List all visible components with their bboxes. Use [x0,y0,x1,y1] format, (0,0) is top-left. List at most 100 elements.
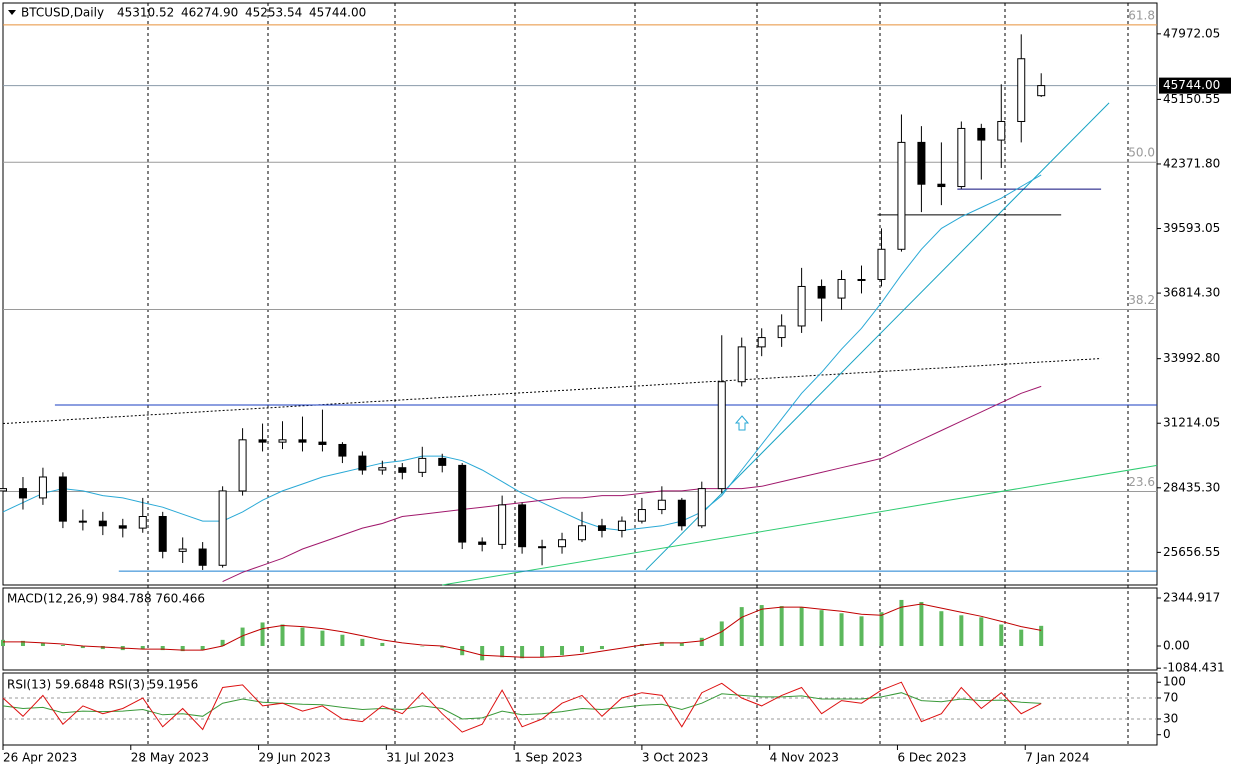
candle-body [38,476,47,499]
candle-body [378,467,387,471]
candle-body [558,539,567,548]
candle-body [737,346,746,383]
macd-histogram-bar [180,646,185,652]
rsi-axis-tick-label: 30 [1163,711,1178,725]
price-axis-tick-label: 28435.30 [1163,480,1220,494]
candle-body [917,141,926,185]
candle-body [538,546,547,549]
macd-histogram-bar [480,646,485,661]
candle-body [797,285,806,327]
macd-histogram-bar [500,646,505,658]
macd-histogram-bar [260,622,265,647]
macd-axis-tick-label: 0.00 [1163,639,1190,653]
macd-histogram-bar [979,617,984,647]
candle-body [757,337,766,348]
candle-body [877,248,886,280]
candle-body [398,467,407,473]
rsi-line [2,681,1042,733]
x-tick-label: 26 Apr 2023 [3,751,77,765]
macd-histogram-bar [939,611,944,647]
macd-panel-frame [2,587,1158,671]
macd-histogram-bar [1019,629,1024,647]
candle-body [298,439,307,443]
x-tick-label: 31 Jul 2023 [386,751,454,765]
candle-body [617,520,626,531]
header-low: 45253.54 [245,6,302,20]
macd-histogram-bar [100,646,105,650]
macd-histogram-bar [280,624,285,647]
macd-histogram-bar [919,601,924,647]
candle-body [957,127,966,188]
rsi-axis-tick-label: 70 [1163,690,1178,704]
macd-histogram-bar [959,615,964,647]
candle-body [0,488,7,492]
candle-body [1017,58,1026,122]
candle-body [997,120,1006,141]
candle-body [817,285,826,299]
trend-line [2,357,1102,425]
rsi-axis-tick-label: 100 [1163,675,1186,689]
candle-body [118,525,127,529]
macd-histogram-bar [799,607,804,647]
macd-histogram-bar [1039,625,1044,647]
macd-histogram-bar [320,630,325,647]
macd-histogram-bar [659,641,664,647]
price-axis-tick-label: 42371.80 [1163,156,1220,170]
candle-body [318,441,327,445]
macd-histogram-bar [140,646,145,650]
candle-body [278,439,287,443]
macd-histogram-bar [759,605,764,647]
candle-body [777,325,786,339]
candle-body [498,504,507,545]
macd-histogram-bar [1,639,5,647]
candle-body [158,515,167,552]
price-axis-tick-label: 36814.30 [1163,286,1220,300]
header-close: 45744.00 [309,6,366,20]
macd-histogram-bar [300,627,305,647]
price-axis-tick-label: 31214.05 [1163,416,1220,430]
candle-body [138,515,147,529]
macd-histogram-bar [340,634,345,647]
candle-body [977,127,986,141]
candle-body [897,141,906,250]
candle-body [1037,85,1046,97]
x-tick-label: 4 Nov 2023 [770,751,839,765]
macd-histogram-bar [579,646,584,653]
candle-body [697,488,706,527]
fib-level-label: 23.6 [1128,475,1155,489]
macd-histogram-bar [40,642,45,647]
menu-arrow[interactable] [8,10,16,15]
candle-body [198,548,207,566]
price-axis-tick-label: 47972.05 [1163,26,1220,40]
candle-body [258,439,267,443]
trend-line [645,102,1110,571]
price-axis-tick-label: 45150.55 [1163,92,1220,106]
macd-histogram-bar [739,607,744,647]
macd-histogram-bar [380,642,385,647]
price-axis-tick-label: 39593.05 [1163,221,1220,235]
macd-histogram-bar [879,612,884,647]
macd-histogram-bar [520,646,525,659]
macd-axis-tick-label: 2344.917 [1163,590,1220,604]
macd-histogram-bar [80,646,85,649]
macd-histogram-bar [360,638,365,647]
macd-histogram-bar [779,606,784,647]
rsi-panel-frame [2,672,1158,746]
macd-histogram-bar [859,616,864,647]
macd-histogram-bar [899,599,904,647]
x-tick-label: 7 Jan 2024 [1025,751,1089,765]
macd-histogram-bar [699,637,704,647]
candle-body [218,490,227,566]
macd-histogram-bar [560,646,565,656]
current-price-label: 45744.00 [1163,78,1220,92]
rsi-line [2,692,1042,720]
candle-body [518,504,527,548]
candle-body [78,520,87,523]
candle-body [837,278,846,299]
rsi-title: RSI(13) 59.6848 RSI(3) 59.1956 [7,678,198,692]
trend-line [442,464,1158,586]
candle-body [478,541,487,545]
candle-body [717,381,726,490]
macd-histogram-bar [160,646,165,651]
